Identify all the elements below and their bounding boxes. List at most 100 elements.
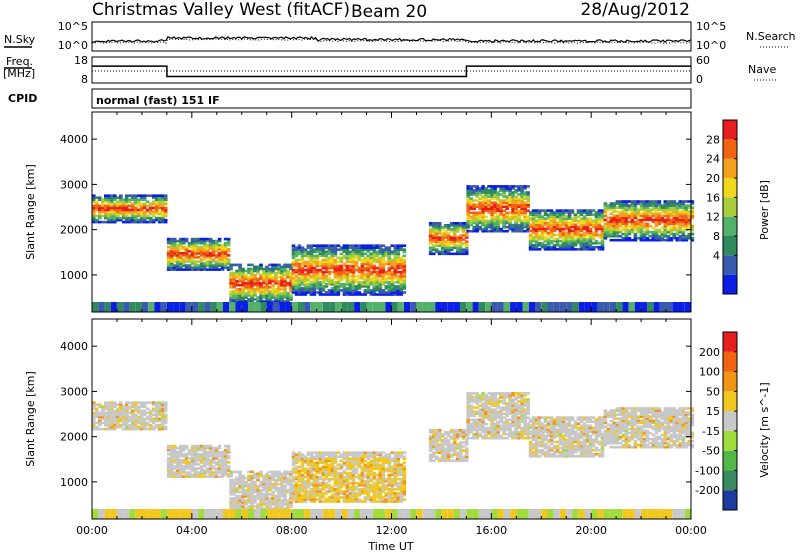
velocity-cell [360,481,365,485]
power-cell [104,194,108,197]
power-cell [387,268,392,272]
power-cell [514,223,518,227]
power-cell [226,260,231,263]
velocity-cell [318,481,323,485]
power-cell [348,250,353,254]
power-cell [122,220,126,224]
velocity-cell [354,471,359,475]
power-cell [327,281,332,284]
power-cell [621,236,626,240]
power-cell [172,248,177,251]
power-cell [217,262,222,265]
power-cell [244,273,248,277]
velocity-cell [363,486,368,489]
power-cell [265,292,269,295]
power-cell [624,224,629,228]
velocity-cell [303,469,308,473]
power-cell [196,237,201,241]
velocity-cell [196,448,201,452]
velocity-cell [336,486,341,489]
power-cell [446,250,451,254]
power-cell [223,250,228,253]
power-cell [280,283,284,287]
power-cell [300,260,305,264]
power-cell [294,276,299,280]
power-cell [294,289,299,292]
power-cell [675,218,680,222]
power-cell [136,218,141,222]
power-cell [196,245,201,249]
power-cell [567,237,572,241]
velocity-cell [345,496,350,499]
power-cell [472,229,476,233]
power-cell [268,267,272,271]
power-cell [396,264,401,268]
power-cell [472,213,476,217]
power-cell [318,276,323,280]
velocity-cell [127,419,132,423]
velocity-cell [309,455,314,458]
power-cell [303,289,308,292]
velocity-cell [277,486,281,490]
power-colorbar-segment [723,178,737,198]
power-cell [241,275,245,279]
power-cell [573,227,578,231]
power-cell [333,281,338,284]
velocity-cell [357,463,362,467]
velocity-cell [256,505,260,508]
power-cell [272,302,280,312]
velocity-cell [122,423,126,427]
power-cell [549,245,554,249]
power-cell [178,254,183,257]
power-cell [330,281,335,284]
velocity-cell [214,463,219,466]
velocity-cell [250,486,254,490]
velocity-cell [372,475,377,479]
power-cell [190,245,195,249]
velocity-cell [205,455,210,458]
power-cell [630,226,635,230]
power-cell [585,233,590,237]
power-cell [469,211,473,215]
power-cell [594,241,599,245]
power-cell [690,212,695,216]
power-cell [163,202,168,206]
velocity-cell [241,505,245,508]
power-cell [449,230,454,233]
velocity-cell [327,477,332,481]
velocity-cell [366,461,371,465]
power-cell [528,237,533,241]
velocity-cell [271,507,275,510]
power-cell [92,212,96,216]
power-cell [354,246,359,249]
power-cell [268,279,272,283]
velocity-cell [172,461,177,464]
velocity-cell [181,461,186,464]
power-cell [505,185,509,188]
power-cell [514,221,518,225]
power-cell [253,265,257,269]
power-cell [484,187,488,190]
power-cell [318,293,323,296]
power-cell [681,208,686,211]
power-cell [154,210,159,214]
power-cell [455,246,460,249]
power-cell [124,212,129,216]
power-cell [615,206,620,209]
power-cell [440,238,445,241]
velocity-cell [202,461,207,464]
power-cell [286,273,290,277]
power-cell [211,258,216,261]
power-cell [446,224,451,227]
power-cell [321,272,326,276]
velocity-cell [324,483,329,487]
power-cell [351,258,356,262]
power-cell [567,217,572,220]
power-cell [286,263,290,267]
power-cell [154,206,159,210]
power-cell [333,264,338,268]
power-cell [193,239,198,243]
velocity-cell [315,498,320,501]
power-cell [534,233,539,237]
power-cell [202,250,207,253]
